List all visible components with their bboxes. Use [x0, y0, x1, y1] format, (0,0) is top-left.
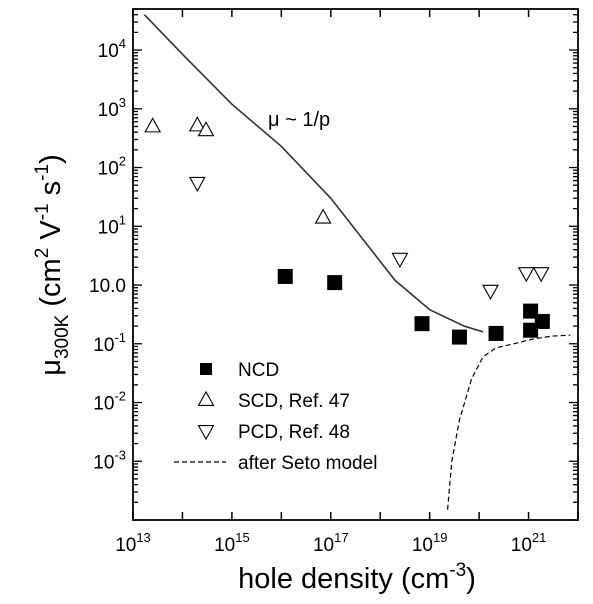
y-axis-title: μ300K (cm2 V-1 s-1): [32, 154, 73, 376]
legend-marker-0: [200, 363, 212, 375]
x-axis-title: hole density (cm-3): [238, 560, 476, 595]
data-point: [532, 267, 550, 283]
legend: NCD SCD, Ref. 47 PCD, Ref. 48 after Seto mo…: [174, 360, 377, 474]
legend-label: NCD: [238, 360, 279, 381]
x-tick-label: 1021: [511, 530, 547, 556]
data-point: [534, 313, 550, 329]
series-ncd: [277, 268, 550, 345]
data-point: [314, 208, 332, 224]
data-point: [277, 268, 293, 284]
series-line: [447, 334, 571, 510]
tick-labels: 1013 1015 1017 1019 1021 104 103 102 101 10.0 10-1…: [89, 36, 546, 556]
data-point: [488, 325, 504, 341]
data-point: [391, 252, 409, 268]
series-1-p: [143, 14, 484, 333]
data-point: [482, 284, 499, 300]
y-tick-label: 101: [98, 212, 126, 238]
legend-label: SCD, Ref. 47: [238, 391, 350, 412]
x-tick-label: 1017: [313, 530, 349, 556]
data-point: [523, 303, 539, 319]
y-tick-label: 10.0: [89, 276, 126, 297]
data-point: [188, 176, 206, 193]
legend-marker-2: [197, 425, 215, 441]
y-tick-label: 10-2: [93, 389, 126, 415]
y-tick-label: 10-3: [93, 447, 126, 473]
annotation-mu-1-over-p: μ ~ 1/p: [268, 109, 330, 131]
x-tick-label: 1013: [115, 530, 151, 556]
x-tick-label: 1019: [412, 530, 448, 556]
legend-label: after Seto model: [238, 453, 377, 474]
data-point: [327, 275, 343, 291]
data-point: [197, 121, 215, 137]
legend-marker-1: [197, 390, 215, 406]
data-point: [517, 267, 535, 283]
data-point: [523, 322, 539, 338]
data-point: [188, 116, 206, 132]
y-tick-label: 10-1: [93, 330, 126, 356]
series-layer: [143, 14, 571, 510]
x-tick-label: 1015: [214, 530, 250, 556]
series-scd-ref-47: [144, 116, 332, 224]
y-tick-label: 103: [98, 95, 126, 121]
data-point: [144, 117, 162, 133]
data-point: [451, 329, 467, 345]
y-tick-label: 102: [98, 154, 126, 180]
legend-label: PCD, Ref. 48: [238, 422, 350, 443]
data-point: [414, 316, 430, 332]
series-pcd-ref-48: [188, 176, 550, 300]
tick-marks: [132, 8, 579, 521]
y-tick-label: 104: [98, 36, 126, 62]
plot-frame: [132, 8, 579, 521]
series-line: [143, 14, 484, 333]
series-after-seto-model: [447, 334, 571, 510]
